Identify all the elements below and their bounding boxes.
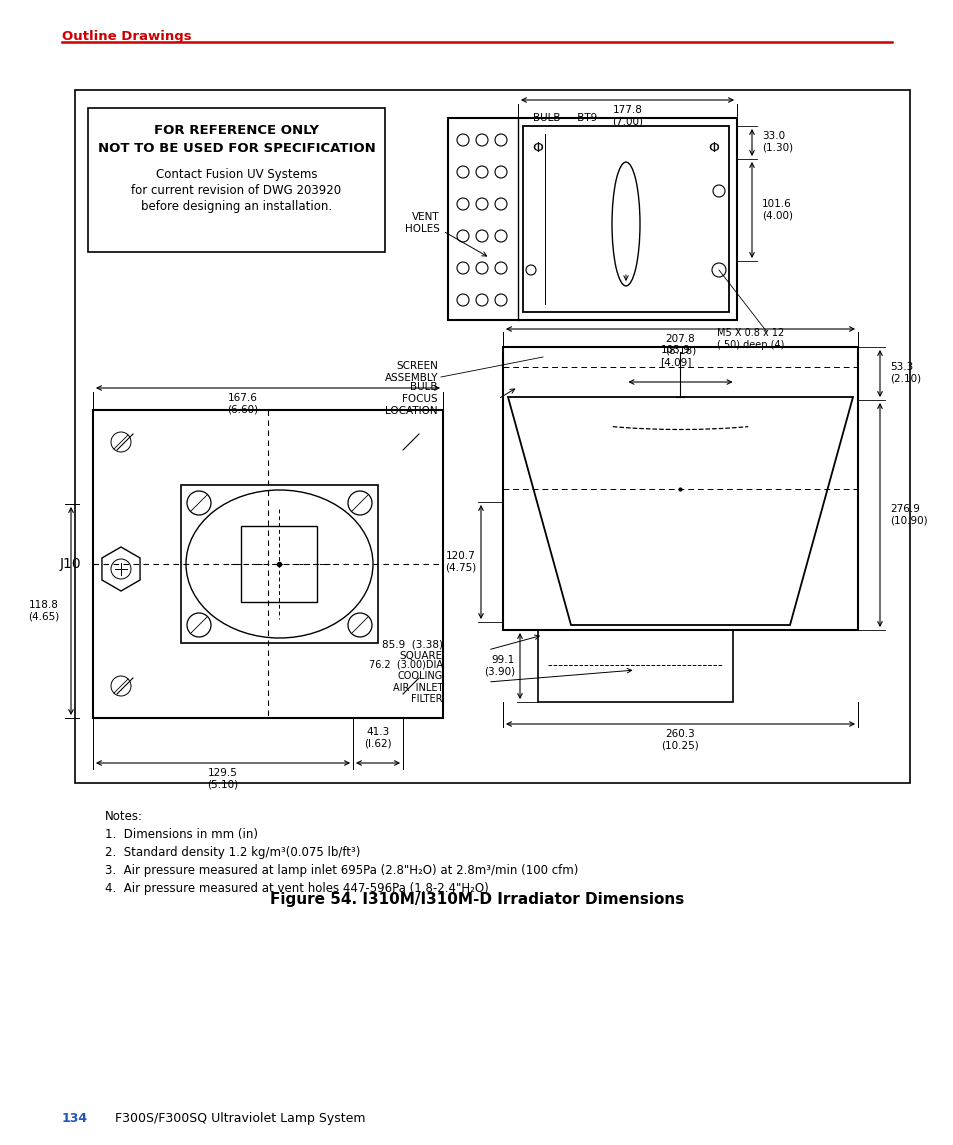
Text: 53.3
(2.10): 53.3 (2.10) — [889, 362, 921, 384]
Text: 41.3
(l.62): 41.3 (l.62) — [364, 727, 392, 749]
Text: NOT TO BE USED FOR SPECIFICATION: NOT TO BE USED FOR SPECIFICATION — [97, 142, 375, 155]
Text: 129.5
(5.10): 129.5 (5.10) — [207, 768, 238, 790]
Text: J10: J10 — [59, 556, 81, 571]
Bar — [181, 485, 377, 643]
Text: 207.8
(8.18): 207.8 (8.18) — [664, 334, 696, 356]
Bar — [537, 630, 732, 702]
Text: 4.  Air pressure measured at vent holes 447-596Pa (1.8-2.4"H₂O): 4. Air pressure measured at vent holes 4… — [105, 882, 488, 895]
Text: 99.1
(3.90): 99.1 (3.90) — [483, 655, 515, 677]
Bar — [241, 526, 317, 602]
Bar — [502, 347, 857, 630]
Text: 2.  Standard density 1.2 kg/m³(0.075 lb/ft³): 2. Standard density 1.2 kg/m³(0.075 lb/f… — [105, 846, 360, 859]
Bar — [448, 118, 737, 319]
Text: 101.6
(4.00): 101.6 (4.00) — [761, 199, 792, 221]
Text: BULB  -  BT9: BULB - BT9 — [533, 113, 597, 123]
Text: Figure 54. I310M/I310M-D Irradiator Dimensions: Figure 54. I310M/I310M-D Irradiator Dime… — [270, 892, 683, 907]
Text: 33.0
(1.30): 33.0 (1.30) — [761, 132, 792, 152]
Text: 177.8
(7.00): 177.8 (7.00) — [612, 105, 642, 127]
Text: 76.2  (3.00)DIA
COOLING
AIR  INLET
FILTER: 76.2 (3.00)DIA COOLING AIR INLET FILTER — [369, 660, 442, 704]
Text: 1.  Dimensions in mm (in): 1. Dimensions in mm (in) — [105, 828, 257, 840]
Text: VENT
HOLES: VENT HOLES — [405, 212, 439, 235]
Text: 85.9  (3.38)
SQUARE: 85.9 (3.38) SQUARE — [381, 639, 442, 661]
Text: 276.9
(10.90): 276.9 (10.90) — [889, 504, 926, 526]
Text: for current revision of DWG 203920: for current revision of DWG 203920 — [132, 184, 341, 197]
Bar — [522, 126, 728, 311]
Text: FOR REFERENCE ONLY: FOR REFERENCE ONLY — [153, 124, 318, 137]
Text: 103.9
[4.09]: 103.9 [4.09] — [659, 346, 691, 368]
Text: Outline Drawings: Outline Drawings — [62, 30, 192, 44]
Text: 118.8
(4.65): 118.8 (4.65) — [28, 600, 59, 622]
Bar — [75, 90, 909, 783]
Text: F300S/F300SQ Ultraviolet Lamp System: F300S/F300SQ Ultraviolet Lamp System — [115, 1112, 365, 1126]
Text: Φ: Φ — [532, 141, 543, 155]
Text: 134: 134 — [62, 1112, 88, 1126]
Text: Φ: Φ — [708, 141, 719, 155]
Text: SCREEN
ASSEMBLY: SCREEN ASSEMBLY — [384, 361, 437, 384]
Text: BULB
FOCUS
LOCATION: BULB FOCUS LOCATION — [385, 381, 437, 417]
Text: Notes:: Notes: — [105, 810, 143, 823]
Bar — [92, 410, 442, 718]
Text: before designing an installation.: before designing an installation. — [141, 200, 332, 213]
Text: 120.7
(4.75): 120.7 (4.75) — [444, 551, 476, 572]
Text: Contact Fusion UV Systems: Contact Fusion UV Systems — [155, 168, 317, 181]
Text: 167.6
(6.60): 167.6 (6.60) — [227, 393, 258, 414]
Text: M5 X 0.8 x 12
(.50) deep (4): M5 X 0.8 x 12 (.50) deep (4) — [717, 327, 783, 349]
Text: 260.3
(10.25): 260.3 (10.25) — [661, 729, 699, 751]
Bar — [88, 108, 385, 252]
Text: 3.  Air pressure measured at lamp inlet 695Pa (2.8"H₂O) at 2.8m³/min (100 cfm): 3. Air pressure measured at lamp inlet 6… — [105, 864, 578, 877]
